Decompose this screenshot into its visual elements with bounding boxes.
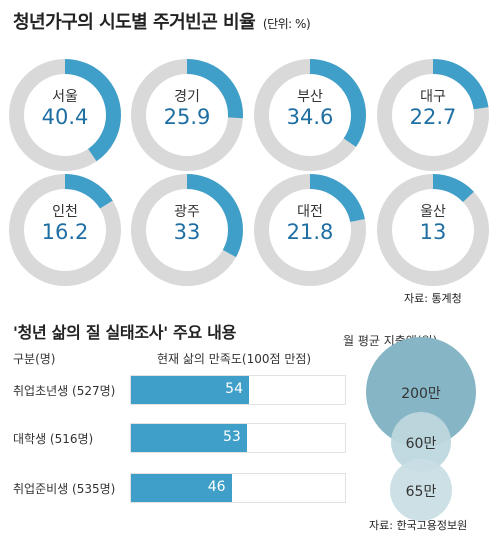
spending-bubble — [389, 458, 453, 522]
donut-value-label: 33 — [173, 220, 201, 244]
donut-city-label: 광주 — [174, 204, 200, 220]
spending-value-label: 60만 — [405, 436, 437, 452]
donut-arc — [9, 174, 121, 286]
bar-track: 53 — [130, 423, 346, 453]
donut-value-label: 13 — [419, 220, 447, 244]
spending-value-label: 200만 — [401, 386, 441, 402]
source-statistics: 자료: 통계청 — [404, 292, 462, 305]
donut-arc — [131, 59, 243, 171]
donut-arc — [377, 174, 489, 286]
donut-value-label: 34.6 — [286, 105, 334, 129]
bar — [131, 424, 247, 452]
donut-value-label: 40.4 — [41, 105, 89, 129]
bar-value-label: 53 — [222, 429, 241, 445]
donut-city-label: 대전 — [297, 204, 323, 220]
bar — [131, 474, 232, 502]
donut-value-label: 16.2 — [41, 220, 89, 244]
bar-value-label: 54 — [225, 381, 243, 397]
donut-value-label: 22.7 — [409, 105, 457, 129]
donut-arc — [9, 59, 121, 171]
bar-category-label: 취업준비생 (535명) — [13, 482, 116, 496]
spending-value-label: 65만 — [405, 484, 437, 500]
bar-track: 46 — [130, 473, 346, 503]
category-header: 구분(명) — [13, 352, 56, 366]
donut-city-label: 대구 — [420, 89, 446, 105]
donut-arc — [254, 174, 366, 286]
bar-category-label: 취업초년생 (527명) — [13, 384, 116, 398]
donut-arc — [377, 59, 489, 171]
donut-chart-grid — [9, 59, 489, 286]
donut-city-label: 인천 — [52, 204, 78, 220]
donut-city-label: 서울 — [52, 89, 78, 105]
survey-title: '청년 삶의 질 실태조사' 주요 내용 — [13, 323, 237, 342]
donut-city-label: 울산 — [420, 204, 446, 220]
source-employment: 자료: 한국고용정보원 — [369, 519, 468, 532]
bar-track: 54 — [130, 375, 346, 405]
unit-label: (단위: %) — [262, 17, 311, 31]
donut-arc — [254, 59, 366, 171]
donut-arc — [131, 174, 243, 286]
donut-city-label: 경기 — [174, 89, 200, 105]
bar-category-label: 대학생 (516명) — [13, 432, 94, 446]
satisfaction-header: 현재 삶의 만족도(100점 만점) — [157, 352, 312, 366]
bar — [131, 376, 249, 404]
bar-value-label: 46 — [207, 479, 226, 495]
donut-value-label: 25.9 — [163, 105, 211, 129]
chart-title: 청년가구의 시도별 주거빈곤 비율 (단위: %) — [13, 8, 311, 34]
donut-value-label: 21.8 — [286, 220, 334, 244]
chart-title-text: 청년가구의 시도별 주거빈곤 비율 — [13, 12, 256, 33]
donut-city-label: 부산 — [297, 89, 323, 105]
